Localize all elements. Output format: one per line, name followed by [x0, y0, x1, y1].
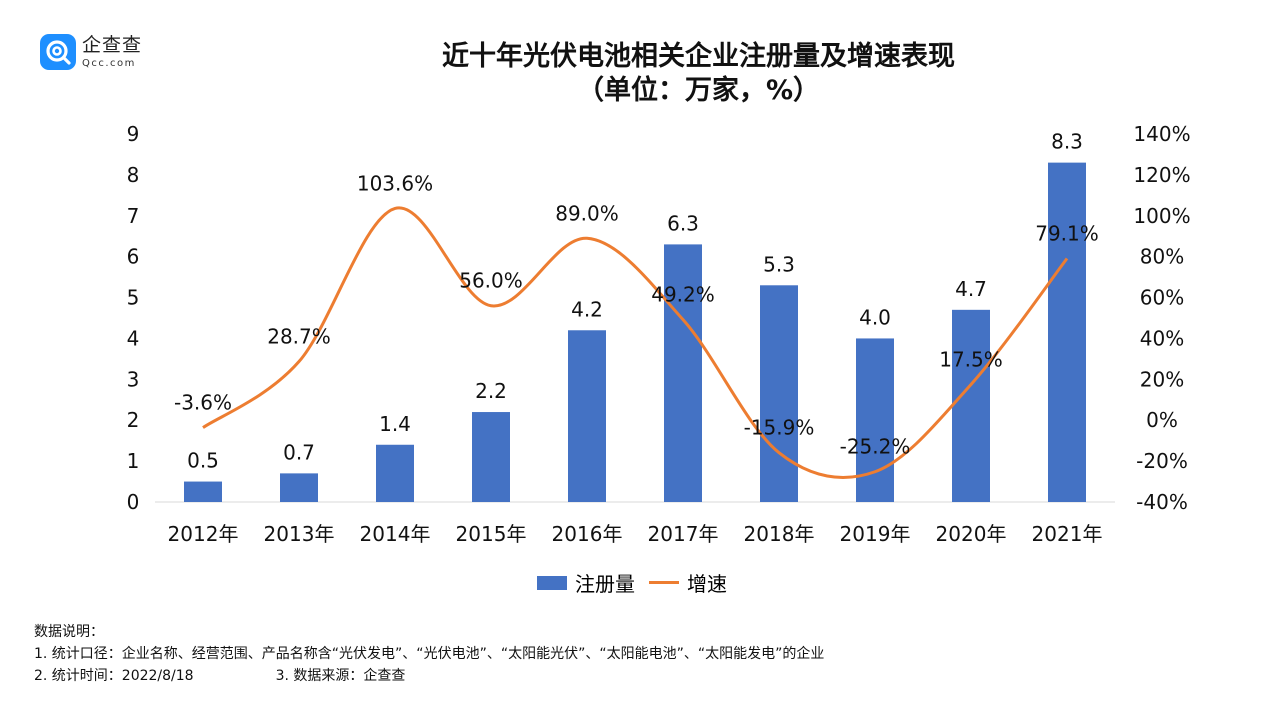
legend-line-swatch [649, 581, 679, 584]
bar [568, 330, 606, 502]
left-axis-tick: 6 [127, 245, 140, 269]
growth-value-label: 17.5% [939, 347, 1003, 371]
bar [952, 309, 990, 502]
right-axis-tick: -20% [1136, 449, 1188, 473]
bar [760, 285, 798, 502]
bar-value-label: 0.5 [187, 449, 219, 473]
notes-stat-time: 2. 统计时间：2022/8/18 [34, 668, 194, 684]
bar-value-label: 6.3 [667, 211, 699, 235]
magnifier-icon [46, 40, 71, 65]
bar [472, 412, 510, 502]
left-axis-tick: 0 [127, 490, 140, 514]
qcc-logo-icon [40, 34, 76, 70]
growth-value-label: 79.1% [1035, 222, 1099, 246]
right-axis-tick: 140% [1133, 122, 1190, 146]
x-axis-tick: 2014年 [360, 522, 431, 546]
growth-value-label: 28.7% [267, 325, 331, 349]
notes-heading: 数据说明： [34, 624, 104, 640]
x-axis-tick: 2018年 [744, 522, 815, 546]
right-axis-tick: 20% [1140, 367, 1184, 391]
chart-title-line1: 近十年光伏电池相关企业注册量及增速表现 [442, 41, 955, 72]
x-axis-tick: 2021年 [1032, 522, 1103, 546]
chart-title: 近十年光伏电池相关企业注册量及增速表现 （单位：万家，%） [0, 40, 1267, 108]
chart-title-line2: （单位：万家，%） [576, 75, 821, 106]
growth-value-label: -3.6% [174, 391, 232, 415]
bar-series [184, 162, 1086, 502]
x-axis-tick: 2016年 [552, 522, 623, 546]
legend-bar-label: 注册量 [575, 572, 635, 596]
x-axis-tick: 2020年 [936, 522, 1007, 546]
left-axis-tick: 7 [127, 204, 140, 228]
right-axis-tick: -40% [1136, 490, 1188, 514]
notes-line1: 1. 统计口径：企业名称、经营范围、产品名称含“光伏发电”、“光伏电池”、“太阳… [34, 646, 825, 662]
x-axis-tick: 2019年 [840, 522, 911, 546]
x-axis-tick: 2012年 [168, 522, 239, 546]
bar-value-label: 2.2 [475, 379, 507, 403]
bar [184, 481, 222, 502]
qcc-logo: 企查查 Qcc.com [40, 34, 142, 70]
logo-name-en: Qcc.com [82, 57, 136, 69]
left-axis-tick: 5 [127, 286, 140, 310]
notes-source: 3. 数据来源：企查查 [275, 668, 406, 684]
bar-value-label: 1.4 [379, 412, 411, 436]
left-axis-tick: 3 [127, 367, 140, 391]
logo-name-cn: 企查查 [82, 33, 143, 56]
bar-value-label: 4.0 [859, 305, 891, 329]
combo-chart: 0 1 2 3 4 5 6 7 8 9 -40% -20% 0% 20% 40% 60% 80% 100% 120%… [127, 122, 1191, 546]
notes-line2: 2. 统计时间：2022/8/18 3. 数据来源：企查查 [34, 665, 824, 687]
bar [376, 444, 414, 502]
growth-value-label: 89.0% [555, 201, 619, 225]
right-axis-tick: 80% [1140, 245, 1184, 269]
left-axis-tick: 8 [127, 163, 140, 187]
bar-value-label: 0.7 [283, 440, 315, 464]
data-labels: 0.5 0.7 1.4 2.2 4.2 6.3 5.3 4.0 4.7 8.3 -3.6% 28.7%… [174, 130, 1099, 473]
data-notes: 数据说明： 1. 统计口径：企业名称、经营范围、产品名称含“光伏发电”、“光伏电… [34, 621, 824, 687]
growth-value-label: 103.6% [357, 171, 433, 195]
bar [1048, 162, 1086, 502]
bar-value-label: 5.3 [763, 252, 795, 276]
bar [664, 244, 702, 502]
left-axis-tick: 2 [127, 408, 140, 432]
right-axis-tick: 100% [1133, 204, 1190, 228]
growth-value-label: 56.0% [459, 269, 523, 293]
bar-value-label: 4.7 [955, 277, 987, 301]
growth-value-label: -15.9% [744, 416, 815, 440]
bar-value-label: 4.2 [571, 297, 603, 321]
x-axis-tick: 2017年 [648, 522, 719, 546]
growth-value-label: 49.2% [651, 283, 715, 307]
left-axis-tick: 9 [127, 122, 140, 146]
right-axis-tick: 120% [1133, 163, 1190, 187]
left-axis-tick: 1 [127, 449, 140, 473]
legend-bar-swatch [537, 575, 567, 590]
right-axis-tick: 40% [1140, 326, 1184, 350]
chart-axes: 0 1 2 3 4 5 6 7 8 9 -40% -20% 0% 20% 40% 60% 80% 100% 120%… [127, 122, 1191, 546]
line-series [202, 206, 1069, 479]
growth-value-label: -25.2% [840, 435, 911, 459]
bar [856, 338, 894, 502]
x-axis-tick: 2013年 [264, 522, 335, 546]
right-axis-tick: 60% [1140, 286, 1184, 310]
x-axis-tick: 2015年 [456, 522, 527, 546]
legend-line-label: 增速 [687, 572, 727, 596]
chart-legend: 注册量 增速 [537, 568, 727, 597]
bar-value-label: 8.3 [1051, 130, 1083, 154]
right-axis-tick: 0% [1146, 408, 1178, 432]
left-axis-tick: 4 [127, 326, 140, 350]
bar [280, 473, 318, 502]
growth-line [202, 206, 1069, 479]
